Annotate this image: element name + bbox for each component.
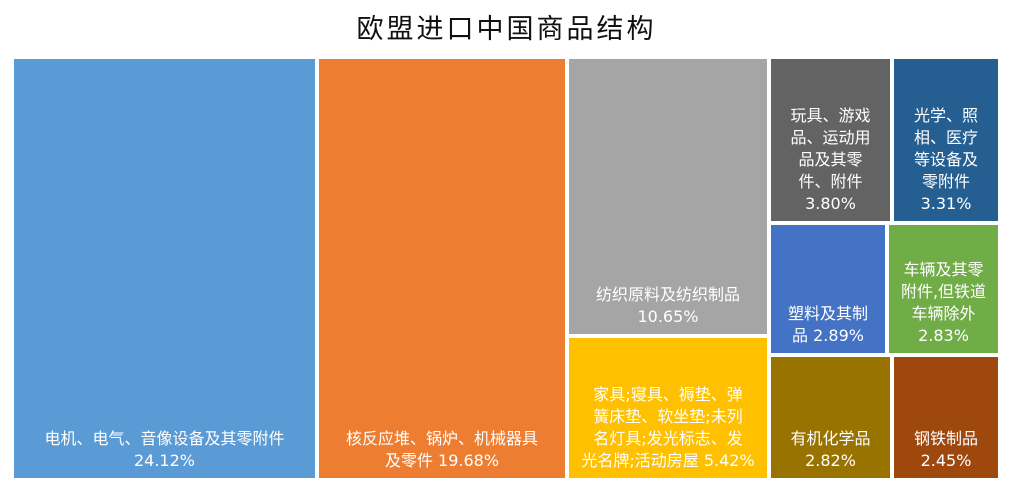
tile-name-line: 相、医疗	[913, 128, 978, 147]
tile-label: 塑料及其制品塑料及其制品 2.89%	[775, 303, 881, 347]
treemap-tile: 玩具、游戏品、运动用品及其零件、附件玩具、游戏品、运动用品及其零件、附件3.80…	[769, 57, 892, 223]
tile-value: 2.83%	[918, 326, 969, 345]
tile-name-line: 附件,但铁道	[900, 282, 987, 301]
tile-name-line: 家具;寝具、褥垫、弹	[593, 385, 743, 404]
tile-label: 纺织原料及纺织制品纺织原料及纺织制品10.65%	[573, 284, 763, 328]
tile-name-line: 品、运动用	[790, 128, 871, 147]
tile-name-line: 光学、照	[913, 106, 978, 125]
tile-name-line: 有机化学品	[790, 429, 871, 448]
tile-value: 2.82%	[805, 451, 856, 470]
tile-name-line: 品 2.89%	[792, 326, 864, 345]
tile-label: 家具;寝具、褥垫、弹簧床垫、软坐垫;未列名灯具;发光标志、发光名牌;活动房屋家具…	[573, 384, 763, 472]
tile-value: 3.31%	[920, 194, 972, 213]
tile-name-line: 核反应堆、锅炉、机械器具	[345, 429, 538, 448]
treemap-tile: 家具;寝具、褥垫、弹簧床垫、软坐垫;未列名灯具;发光标志、发光名牌;活动房屋家具…	[567, 336, 769, 480]
tile-value: 3.80%	[805, 194, 856, 213]
tile-value: 10.65%	[637, 307, 699, 326]
tile-value: 2.89%	[813, 326, 864, 345]
tile-name-line: 品及其零	[798, 150, 863, 169]
chart-title: 欧盟进口中国商品结构	[356, 14, 657, 45]
tile-name-line: 车辆及其零	[903, 260, 984, 279]
tile-label: 钢铁制品钢铁制品2.45%	[898, 428, 994, 472]
treemap-tile: 塑料及其制品塑料及其制品 2.89%	[769, 223, 887, 355]
tile-name-line: 光名牌;活动房屋 5.42%	[581, 451, 755, 470]
tile-name-line: 塑料及其制	[787, 304, 868, 323]
tile-value: 24.12%	[133, 451, 195, 470]
tile-name-line: 钢铁制品	[913, 429, 978, 448]
treemap-tile: 钢铁制品钢铁制品2.45%	[892, 355, 1000, 480]
tile-name-line: 零附件	[921, 172, 970, 191]
tile-label: 玩具、游戏品、运动用品及其零件、附件玩具、游戏品、运动用品及其零件、附件3.80…	[775, 105, 886, 215]
tile-name-line: 电机、电气、音像设备及其零附件	[44, 429, 285, 448]
tile-name-line: 等设备及	[913, 150, 978, 169]
tile-label: 有机化学品有机化学品2.82%	[775, 428, 886, 472]
tile-value: 2.45%	[920, 451, 972, 470]
tile-name-line: 名灯具;发光标志、发	[593, 429, 743, 448]
treemap-tile: 有机化学品有机化学品2.82%	[769, 355, 892, 480]
tile-name-line: 簧床垫、软坐垫;未列	[593, 407, 743, 426]
tile-name-line: 玩具、游戏	[790, 106, 871, 125]
tile-name-line: 车辆除外	[911, 304, 976, 323]
treemap-tile: 纺织原料及纺织制品纺织原料及纺织制品10.65%	[567, 57, 769, 336]
tile-value: 19.68%	[438, 451, 500, 470]
tile-value: 5.42%	[703, 451, 755, 470]
tile-name-line: 纺织原料及纺织制品	[595, 285, 740, 304]
tile-name-line: 件、附件	[798, 172, 863, 191]
tile-name-line: 及零件 19.68%	[384, 451, 500, 470]
